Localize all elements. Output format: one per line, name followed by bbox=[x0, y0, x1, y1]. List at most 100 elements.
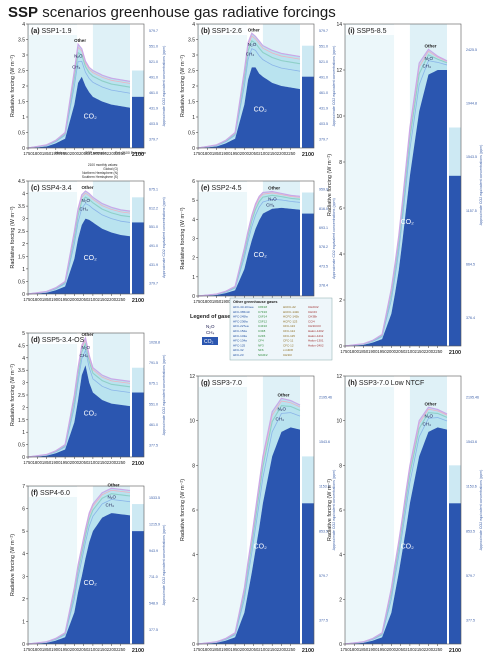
right-tick-label: 1543.6 bbox=[466, 440, 477, 444]
co2-area bbox=[28, 76, 130, 148]
x-tick-label: 2050 bbox=[396, 647, 406, 652]
y-axis-label: Radiative forcing (W m⁻²) bbox=[180, 479, 186, 541]
right-axis-label: Approximate CO2 equivalent concentration… bbox=[332, 198, 336, 279]
right-tick-label: 1543.5 bbox=[466, 155, 477, 159]
ext-legend-item: Ext. 2100 Extension bbox=[115, 151, 146, 155]
gas-label-co2: CO₂ bbox=[84, 255, 98, 262]
panel-c: 0 0.5 1 1.5 2 2.5 3 3.5 4 4.5 1750 1800 1850 1900 1950… bbox=[10, 179, 166, 304]
ext-co2 bbox=[449, 175, 461, 346]
y-tick-label: 2 bbox=[22, 405, 25, 411]
right-tick-label: 853.5 bbox=[319, 529, 328, 533]
x-tick-label: 2150 bbox=[98, 647, 108, 652]
y-tick-label: 5 bbox=[192, 198, 195, 204]
right-tick-label: 959.9 bbox=[319, 188, 328, 192]
scenario-name: SSP1-1.9 bbox=[42, 28, 72, 35]
non-co2-band bbox=[28, 191, 130, 294]
gas-label-other: Other bbox=[277, 392, 289, 397]
x-tick-label: 2100 bbox=[88, 647, 98, 652]
x-tick-label: 2250 bbox=[433, 647, 443, 652]
total-line bbox=[27, 42, 131, 149]
legend-gas-item: HCFC-22 bbox=[283, 305, 296, 309]
y-tick-label: 0 bbox=[22, 455, 25, 461]
non-co2-band bbox=[345, 49, 447, 347]
y-axis-label: Radiative forcing (W m⁻²) bbox=[327, 479, 333, 541]
y-tick-label: 1 bbox=[22, 267, 25, 273]
x-tick-label: 2050 bbox=[79, 151, 89, 156]
legend-gas-item: HFC-236fa bbox=[233, 319, 248, 323]
y-axis-label: Radiative forcing (W m⁻²) bbox=[10, 206, 16, 268]
gas-label-ch4: CH₄ bbox=[275, 416, 283, 421]
x-tick-label: 1850 bbox=[212, 151, 222, 156]
legend-gas-item: HFC-32 bbox=[233, 348, 244, 352]
legend-n2o: N₂O bbox=[206, 324, 215, 329]
y-tick-label: 3.5 bbox=[18, 38, 25, 44]
y-tick-label: 1.5 bbox=[18, 100, 25, 106]
y-tick-label: 10 bbox=[336, 114, 342, 120]
total-line bbox=[27, 336, 131, 458]
y-tick-label: 1 bbox=[22, 115, 25, 121]
y-tick-label: 3 bbox=[22, 381, 25, 387]
non-co2-band bbox=[198, 191, 300, 296]
right-tick-label: 431.9 bbox=[319, 106, 328, 110]
y-tick-label: 4 bbox=[22, 552, 25, 558]
x-tick-label: 1750 bbox=[23, 460, 33, 465]
y-tick-label: 7 bbox=[22, 484, 25, 490]
legend-gas-item: NF3 bbox=[258, 343, 264, 347]
ext-tick-label: 2100 bbox=[302, 152, 314, 158]
right-tick-label: 791.5 bbox=[149, 361, 158, 365]
co2-area bbox=[28, 218, 130, 294]
y-axis-label: Radiative forcing (W m⁻²) bbox=[180, 207, 186, 269]
right-tick-label: 853.5 bbox=[466, 529, 475, 533]
right-tick-label: 551.0 bbox=[149, 225, 158, 229]
panel-b: 0 0.5 1 1.5 2 2.5 3 3.5 4 1750 1800 1850 1900 1950 200… bbox=[180, 22, 336, 158]
gas-label-n2o: N₂O bbox=[248, 42, 257, 47]
x-tick-label: 2050 bbox=[249, 151, 259, 156]
panel-label: (f) SSP4-6.0 bbox=[31, 490, 70, 497]
x-tick-label: 2200 bbox=[107, 151, 117, 156]
right-axis-label: Approximate CO2 equivalent concentration… bbox=[162, 355, 166, 436]
non-co2-band bbox=[28, 44, 130, 148]
y-tick-label: 6 bbox=[22, 507, 25, 513]
gas-label-ch4: CH₄ bbox=[422, 64, 430, 69]
right-axis-label: Approximate CO2 equivalent concentration… bbox=[332, 46, 336, 127]
legend-gas-item: HCFC-141b bbox=[283, 310, 299, 314]
right-tick-label: 551.0 bbox=[149, 402, 158, 406]
gas-label-n2o: N₂O bbox=[74, 54, 83, 59]
ext-co2 bbox=[132, 392, 144, 457]
x-tick-label: 2100 bbox=[258, 151, 268, 156]
scenario-name: SSP2-4.5 bbox=[212, 185, 242, 192]
ext-tick-label: 2100 bbox=[132, 461, 144, 467]
y-tick-label: 4 bbox=[22, 356, 25, 362]
right-tick-label: 1215.9 bbox=[149, 523, 160, 527]
right-tick-label: 2195.46 bbox=[319, 395, 332, 399]
x-tick-label: 1800 bbox=[203, 299, 213, 304]
co2-area bbox=[198, 67, 300, 148]
y-tick-label: 2 bbox=[22, 597, 25, 603]
right-tick-label: 403.5 bbox=[319, 122, 328, 126]
panel-label: (e) SSP2-4.5 bbox=[201, 185, 242, 192]
right-tick-label: 491.0 bbox=[319, 75, 328, 79]
y-tick-label: 8 bbox=[192, 463, 195, 469]
legend-gas-item: c-C4F8 bbox=[283, 348, 293, 352]
legend-gas-item: HFC-143a bbox=[233, 334, 247, 338]
x-tick-label: 1800 bbox=[33, 297, 43, 302]
right-tick-label: 403.5 bbox=[149, 122, 158, 126]
x-tick-label: 1850 bbox=[359, 349, 369, 354]
legend-gas-item: CH3Br bbox=[308, 315, 317, 319]
gas-label-n2o: N₂O bbox=[424, 414, 433, 419]
right-tick-label: 377.5 bbox=[466, 619, 475, 623]
right-tick-label: 675.1 bbox=[149, 382, 158, 386]
y-tick-label: 0.5 bbox=[18, 131, 25, 137]
y-tick-label: 2 bbox=[192, 256, 195, 262]
x-tick-label: 2050 bbox=[79, 647, 89, 652]
x-tick-label: 2250 bbox=[286, 647, 296, 652]
gas-label-other: Other bbox=[268, 186, 280, 191]
legend-gas-item: HFC-152a bbox=[233, 329, 247, 333]
label-bg bbox=[346, 377, 394, 387]
x-tick-label: 1950 bbox=[60, 460, 70, 465]
y-tick-label: 0.5 bbox=[18, 443, 25, 449]
right-tick-label: 1533.5 bbox=[149, 496, 160, 500]
x-tick-label: 2000 bbox=[387, 647, 397, 652]
